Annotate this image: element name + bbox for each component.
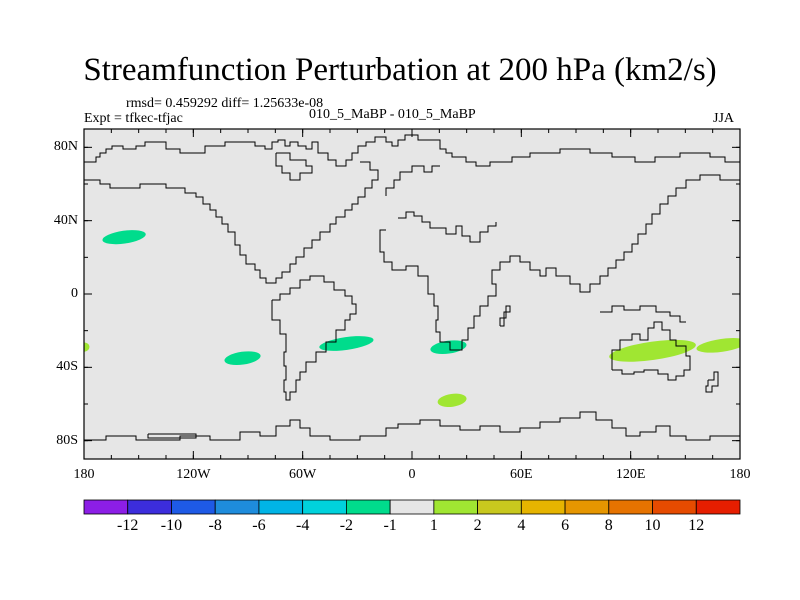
anomaly-southern-ocean-positive (437, 393, 467, 408)
lon-tick-label: 180 (73, 467, 95, 482)
colorbar-swatch (345, 499, 391, 515)
lat-tick-label: 40S (56, 359, 78, 375)
colorbar-label: -10 (160, 517, 183, 534)
colorbar-label: 8 (604, 517, 613, 534)
colorbar-swatch (652, 499, 697, 515)
map-background (84, 129, 740, 459)
case-label: 010_5_MaBP - 010_5_MaBP (309, 107, 476, 122)
anomaly-south-africa-negative (430, 340, 467, 355)
lon-tick-label: 120E (615, 467, 646, 482)
anomaly-australia-positive (609, 339, 696, 362)
colorbar-swatch (695, 499, 741, 515)
anomaly-south-atlantic-negative (319, 336, 374, 351)
colorbar-label: 1 (429, 517, 438, 534)
colorbar-swatch (258, 499, 304, 515)
colorbar-swatch (214, 499, 260, 515)
lon-tick-label: 120W (176, 467, 211, 482)
colorbar-swatch (477, 499, 522, 515)
anomaly-south-pacific-positive (696, 338, 740, 353)
plot-title: Streamfunction Perturbation at 200 hPa (… (83, 52, 717, 88)
axis-ticks (83, 129, 741, 459)
anomaly-north-pacific-negative (102, 230, 146, 245)
lon-tick-label: 60E (510, 467, 533, 482)
colorbar-swatch (433, 499, 479, 515)
colorbar-label: -8 (208, 517, 222, 534)
colorbar-swatch (302, 499, 347, 515)
lat-tick-label: 80S (56, 432, 78, 448)
lat-tick-label: 80N (53, 139, 78, 155)
colorbar-swatch (564, 499, 610, 515)
coastlines (84, 134, 740, 441)
colorbar-swatch (608, 499, 653, 515)
anomaly-dateline-positive-edge (84, 342, 90, 352)
colorbar-swatch (520, 499, 566, 515)
colorbar-swatch (127, 499, 172, 515)
colorbar-label: -1 (383, 517, 397, 534)
colorbar-label: 12 (688, 517, 705, 534)
stats-line: rmsd= 0.459292 diff= 1.25633e-08 (126, 96, 324, 111)
experiment-label: Expt = tfkec-tfjac (84, 111, 183, 126)
lon-tick-label: 0 (408, 467, 416, 482)
colorbar (83, 499, 741, 515)
colorbar-swatch (171, 499, 216, 515)
colorbar-swatch (389, 499, 435, 515)
colorbar-label: -6 (252, 517, 266, 534)
colorbar-label: -12 (117, 517, 139, 534)
lon-tick-label: 60W (289, 467, 317, 482)
lat-tick-label: 40N (53, 212, 78, 228)
colorbar-label: 4 (517, 517, 526, 534)
anomaly-southeast-pacific-negative (224, 351, 261, 366)
anomaly-contours (84, 230, 740, 408)
colorbar-label: -4 (295, 517, 310, 534)
colorbar-swatch (83, 499, 129, 515)
colorbar-label: 2 (473, 517, 482, 534)
season-label: JJA (713, 111, 735, 126)
colorbar-label: 6 (561, 517, 570, 534)
colorbar-label: 10 (644, 517, 661, 534)
lon-tick-label: 180 (729, 467, 751, 482)
colorbar-label: -2 (339, 517, 354, 534)
lat-tick-label: 0 (71, 286, 78, 301)
